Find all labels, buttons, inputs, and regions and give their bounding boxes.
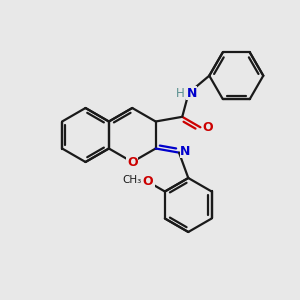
Text: CH₃: CH₃ [122,175,141,185]
Text: O: O [143,175,153,188]
Text: N: N [180,145,190,158]
Text: O: O [202,121,213,134]
Text: N: N [186,86,197,100]
Text: O: O [127,155,138,169]
Text: H: H [176,86,184,100]
